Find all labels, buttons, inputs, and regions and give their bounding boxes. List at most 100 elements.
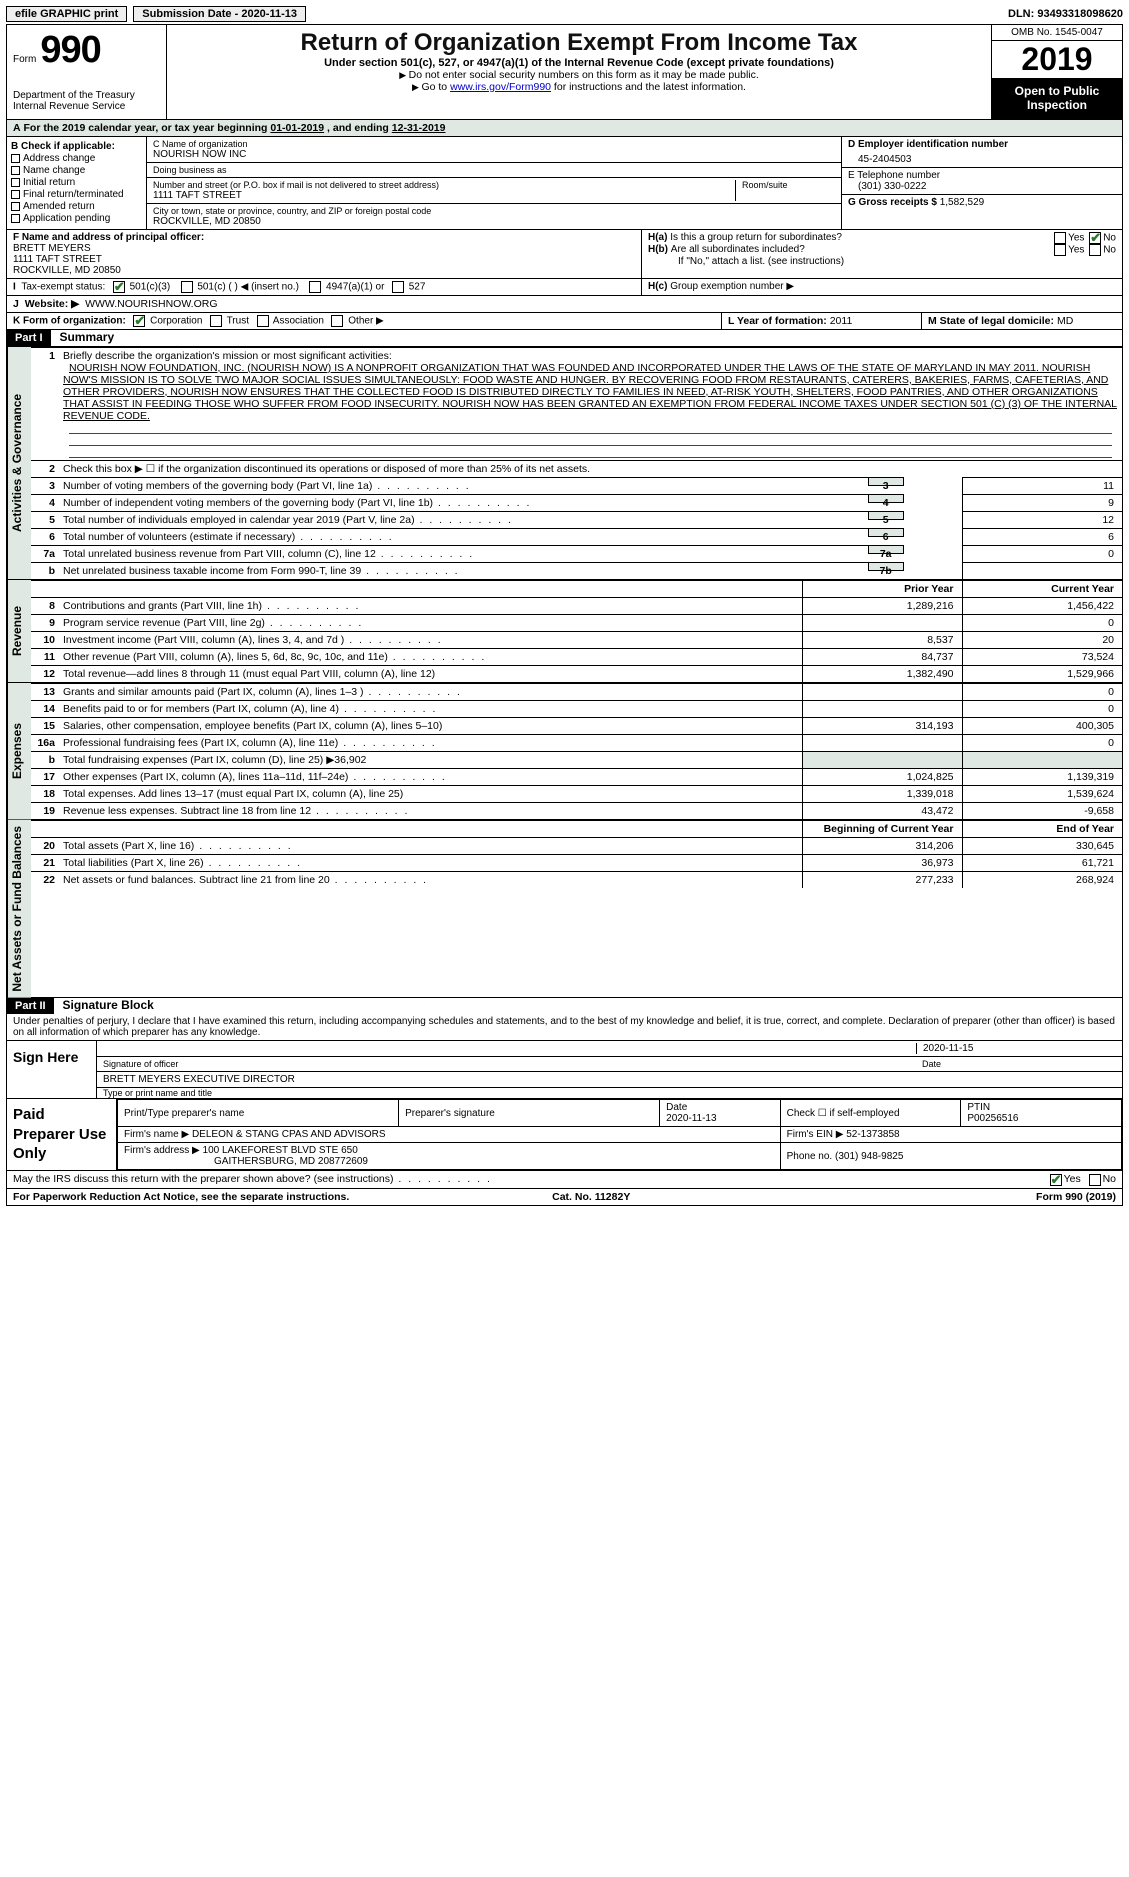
row-k: K Form of organization: Corporation Trus… xyxy=(7,313,722,329)
l8-current: 1,456,422 xyxy=(962,597,1122,614)
i-opt0: 501(c)(3) xyxy=(130,281,171,292)
k-opt1: Trust xyxy=(227,315,249,326)
gross-receipts: 1,582,529 xyxy=(940,197,985,208)
j-label: Website: ▶ xyxy=(25,298,80,310)
form-outer: Form 990 Department of the Treasury Inte… xyxy=(6,24,1123,1206)
discuss-row: May the IRS discuss this return with the… xyxy=(7,1170,1122,1187)
l21-end: 61,721 xyxy=(962,854,1122,871)
i-opt3: 527 xyxy=(409,281,426,292)
l16b-value: 36,902 xyxy=(334,754,366,766)
l18-current: 1,539,624 xyxy=(962,785,1122,802)
ptin-value: P00256516 xyxy=(967,1113,1018,1124)
ha-yes[interactable] xyxy=(1054,232,1066,244)
open2: Inspection xyxy=(1027,98,1087,112)
col-h: H(a) Is this a group return for subordin… xyxy=(642,230,1122,278)
side-net-assets: Net Assets or Fund Balances xyxy=(7,820,31,998)
ssn-note: Do not enter social security numbers on … xyxy=(175,69,983,81)
k-label: K Form of organization: xyxy=(13,315,126,326)
paid-preparer-label: Paid Preparer Use Only xyxy=(7,1099,117,1170)
l1-label: Briefly describe the organization's miss… xyxy=(63,350,392,362)
website-value: WWW.NOURISHNOW.ORG xyxy=(85,298,217,310)
chk-501c[interactable] xyxy=(181,281,193,293)
l-label: L Year of formation: xyxy=(728,315,827,327)
city-label: City or town, state or province, country… xyxy=(153,206,835,216)
efile-btn[interactable]: efile GRAPHIC print xyxy=(6,6,127,22)
l10-label: Investment income (Part VIII, column (A)… xyxy=(63,634,443,646)
no-lbl: No xyxy=(1103,232,1116,243)
form-subtitle: Under section 501(c), 527, or 4947(a)(1)… xyxy=(175,57,983,69)
l7a-label: Total unrelated business revenue from Pa… xyxy=(63,548,474,560)
chk-527[interactable] xyxy=(392,281,404,293)
chk-final-return[interactable]: Final return/terminated xyxy=(11,189,142,200)
prep-h1: Print/Type preparer's name xyxy=(118,1100,399,1127)
col-f: F Name and address of principal officer:… xyxy=(7,230,642,278)
open-to-public: Open to Public Inspection xyxy=(992,78,1122,119)
l8-prior: 1,289,216 xyxy=(802,597,962,614)
col-c: C Name of organization NOURISH NOW INC D… xyxy=(147,137,842,229)
chk-trust[interactable] xyxy=(210,315,222,327)
hb-no[interactable] xyxy=(1089,244,1101,256)
officer-city: ROCKVILLE, MD 20850 xyxy=(13,265,635,276)
l19-prior: 43,472 xyxy=(802,802,962,819)
col-b: B Check if applicable: Address change Na… xyxy=(7,137,147,229)
l11-prior: 84,737 xyxy=(802,648,962,665)
l9-current: 0 xyxy=(962,614,1122,631)
l21-begin: 36,973 xyxy=(802,854,962,871)
chk-application-pending[interactable]: Application pending xyxy=(11,213,142,224)
l22-label: Net assets or fund balances. Subtract li… xyxy=(63,874,428,886)
l13-label: Grants and similar amounts paid (Part IX… xyxy=(63,686,462,698)
ein-value: 45-2404503 xyxy=(848,150,1116,165)
footer-right: Form 990 (2019) xyxy=(1036,1191,1116,1203)
b-opt2: Initial return xyxy=(23,177,75,188)
chk-address-change[interactable]: Address change xyxy=(11,153,142,164)
l11-current: 73,524 xyxy=(962,648,1122,665)
b-label: B Check if applicable: xyxy=(11,141,142,152)
discuss-no[interactable] xyxy=(1089,1174,1101,1186)
part1-tag: Part I xyxy=(7,330,51,346)
chk-amended[interactable]: Amended return xyxy=(11,201,142,212)
prep-selfemp: Check ☐ if self-employed xyxy=(780,1100,961,1127)
omb-no: OMB No. 1545-0047 xyxy=(992,25,1122,41)
l22-begin: 277,233 xyxy=(802,871,962,888)
firm-addr2: GAITHERSBURG, MD 208772609 xyxy=(124,1156,368,1167)
form-header: Form 990 Department of the Treasury Inte… xyxy=(7,25,1122,120)
hb-yes[interactable] xyxy=(1054,244,1066,256)
firm-addr1: 100 LAKEFOREST BLVD STE 650 xyxy=(203,1145,358,1156)
ha-no[interactable] xyxy=(1089,232,1101,244)
hdr-end: End of Year xyxy=(962,820,1122,837)
hdr-begin: Beginning of Current Year xyxy=(802,820,962,837)
section-expenses: Expenses 13Grants and similar amounts pa… xyxy=(7,682,1122,819)
chk-initial-return[interactable]: Initial return xyxy=(11,177,142,188)
chk-corp[interactable] xyxy=(133,315,145,327)
perjury-text: Under penalties of perjury, I declare th… xyxy=(7,1014,1122,1040)
section-bcdeg: B Check if applicable: Address change Na… xyxy=(7,137,1122,229)
activities-table: 1 Briefly describe the organization's mi… xyxy=(31,347,1122,579)
chk-name-change[interactable]: Name change xyxy=(11,165,142,176)
chk-501c3[interactable] xyxy=(113,281,125,293)
l17-prior: 1,024,825 xyxy=(802,768,962,785)
chk-other[interactable] xyxy=(331,315,343,327)
ha-q: Is this a group return for subordinates? xyxy=(670,232,1052,244)
rowA-mid: , and ending xyxy=(327,122,392,134)
discuss-yes[interactable] xyxy=(1050,1174,1062,1186)
side-revenue: Revenue xyxy=(7,580,31,682)
row-j: J Website: ▶ WWW.NOURISHNOW.ORG xyxy=(7,295,1122,312)
part2-title: Signature Block xyxy=(57,996,160,1014)
tax-year: 2019 xyxy=(992,41,1122,78)
sign-here-block: Sign Here 2020-11-15 Signature of office… xyxy=(7,1040,1122,1098)
paid-preparer-block: Paid Preparer Use Only Print/Type prepar… xyxy=(7,1098,1122,1170)
chk-assoc[interactable] xyxy=(257,315,269,327)
submission-date: 2020-11-13 xyxy=(241,8,297,20)
form990-link[interactable]: www.irs.gov/Form990 xyxy=(450,81,551,93)
l17-current: 1,139,319 xyxy=(962,768,1122,785)
firm-phone-label: Phone no. xyxy=(787,1151,833,1162)
l13-prior xyxy=(802,683,962,700)
l4-value: 9 xyxy=(962,494,1122,511)
part1-title: Summary xyxy=(53,328,120,346)
chk-4947[interactable] xyxy=(309,281,321,293)
prep-date: 2020-11-13 xyxy=(666,1113,716,1124)
l13-current: 0 xyxy=(962,683,1122,700)
sign-here-label: Sign Here xyxy=(7,1041,97,1098)
l19-label: Revenue less expenses. Subtract line 18 … xyxy=(63,805,409,817)
mission-text: NOURISH NOW FOUNDATION, INC. (NOURISH NO… xyxy=(63,362,1117,422)
